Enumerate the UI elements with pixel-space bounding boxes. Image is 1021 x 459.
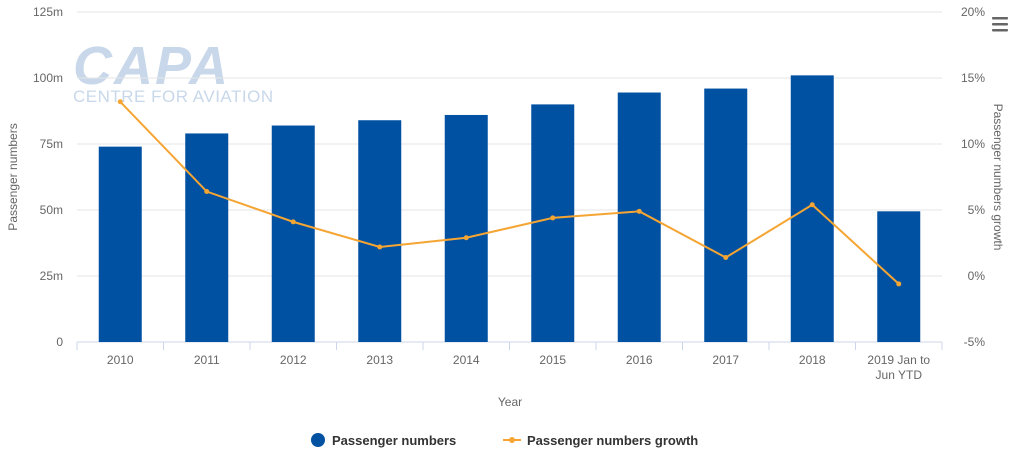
x-tick-label-line: 2010: [107, 353, 134, 367]
x-tick-label-line: 2013: [366, 353, 393, 367]
watermark-logo-text: CAPA: [73, 36, 230, 96]
y-axis-left-ticks: 0 25m 50m 75m 100m 125m: [33, 5, 63, 349]
x-tick-label: 2015: [539, 353, 566, 367]
legend: Passenger numbers Passenger numbers grow…: [311, 433, 698, 448]
growth-line: [119, 101, 900, 285]
x-tick-label-line: 2018: [799, 353, 826, 367]
legend-item-passenger-numbers-growth[interactable]: Passenger numbers growth: [503, 433, 698, 448]
legend-label-passenger-numbers: Passenger numbers: [332, 433, 456, 448]
x-tick-label-line: 2015: [539, 353, 566, 367]
y2-tick-label: 20%: [961, 5, 985, 19]
y2-tick-label: 10%: [961, 137, 985, 151]
legend-label-passenger-numbers-growth: Passenger numbers growth: [527, 433, 698, 448]
y-axis-right-ticks: -5% 0% 5% 10% 15% 20%: [961, 5, 985, 349]
y-tick-label: 75m: [40, 137, 63, 151]
growth-point: [896, 281, 902, 287]
bar: [790, 75, 834, 343]
x-tick-label: 2016: [626, 353, 653, 367]
x-tick-label: 2018: [799, 353, 826, 367]
growth-point: [550, 215, 556, 221]
legend-item-passenger-numbers[interactable]: Passenger numbers: [311, 433, 456, 448]
y-axis-title: Passenger numbers: [6, 123, 20, 230]
x-tick-label: 2017: [712, 353, 739, 367]
y-tick-label: 50m: [40, 203, 63, 217]
legend-marker-bar: [311, 433, 325, 447]
x-tick-label-line: 2017: [712, 353, 739, 367]
x-tick-label-line: 2016: [626, 353, 653, 367]
y2-axis-title: Passenger numbers growth: [991, 104, 1005, 251]
y-tick-label: 100m: [33, 71, 63, 85]
hamburger-menu-icon[interactable]: [990, 14, 1012, 34]
capa-watermark: CAPA CENTRE FOR AVIATION: [73, 36, 274, 106]
y-tick-label: 125m: [33, 5, 63, 19]
bar: [877, 211, 921, 342]
x-axis-title: Year: [498, 395, 522, 409]
x-tick-label-line: 2012: [280, 353, 307, 367]
x-tick-label: 2013: [366, 353, 393, 367]
legend-marker-dot: [509, 437, 515, 443]
growth-point: [377, 244, 383, 250]
x-tick-label-line: 2011: [194, 353, 220, 367]
bar: [358, 120, 402, 343]
y2-tick-label: 15%: [961, 71, 985, 85]
y-tick-label: 25m: [40, 269, 63, 283]
growth-point: [204, 189, 210, 195]
x-axis-ticks: 2010 2011 2012 2013 2014 2015 2016 2017 2018 2019…: [76, 342, 943, 382]
bar: [531, 104, 575, 343]
bar: [617, 92, 661, 343]
x-tick-label: 2010: [107, 353, 134, 367]
bar: [185, 133, 229, 342]
x-tick-label: 2014: [453, 353, 480, 367]
y-tick-label: 0: [56, 335, 63, 349]
bar-series: [98, 75, 921, 343]
bar: [704, 88, 748, 342]
growth-point: [463, 235, 469, 241]
line-series: [117, 99, 902, 287]
growth-point: [636, 208, 642, 214]
x-tick-label: 2019 Jan to Jun YTD: [867, 353, 930, 382]
y2-tick-label: 0%: [968, 269, 986, 283]
x-tick-label: 2012: [280, 353, 307, 367]
y2-tick-label: -5%: [964, 335, 986, 349]
growth-point: [723, 255, 729, 261]
x-tick-label-line: 2019 Jan to: [867, 353, 930, 367]
bar: [444, 114, 488, 343]
y2-tick-label: 5%: [968, 203, 986, 217]
growth-point: [290, 219, 296, 225]
x-tick-label-line: 2014: [453, 353, 480, 367]
bar: [98, 146, 142, 342]
x-tick-label: 2011: [194, 353, 220, 367]
bar: [271, 125, 315, 343]
watermark-tagline: CENTRE FOR AVIATION: [73, 87, 274, 106]
x-tick-label-line: Jun YTD: [876, 368, 923, 382]
growth-point: [117, 99, 123, 105]
growth-point: [809, 202, 815, 208]
